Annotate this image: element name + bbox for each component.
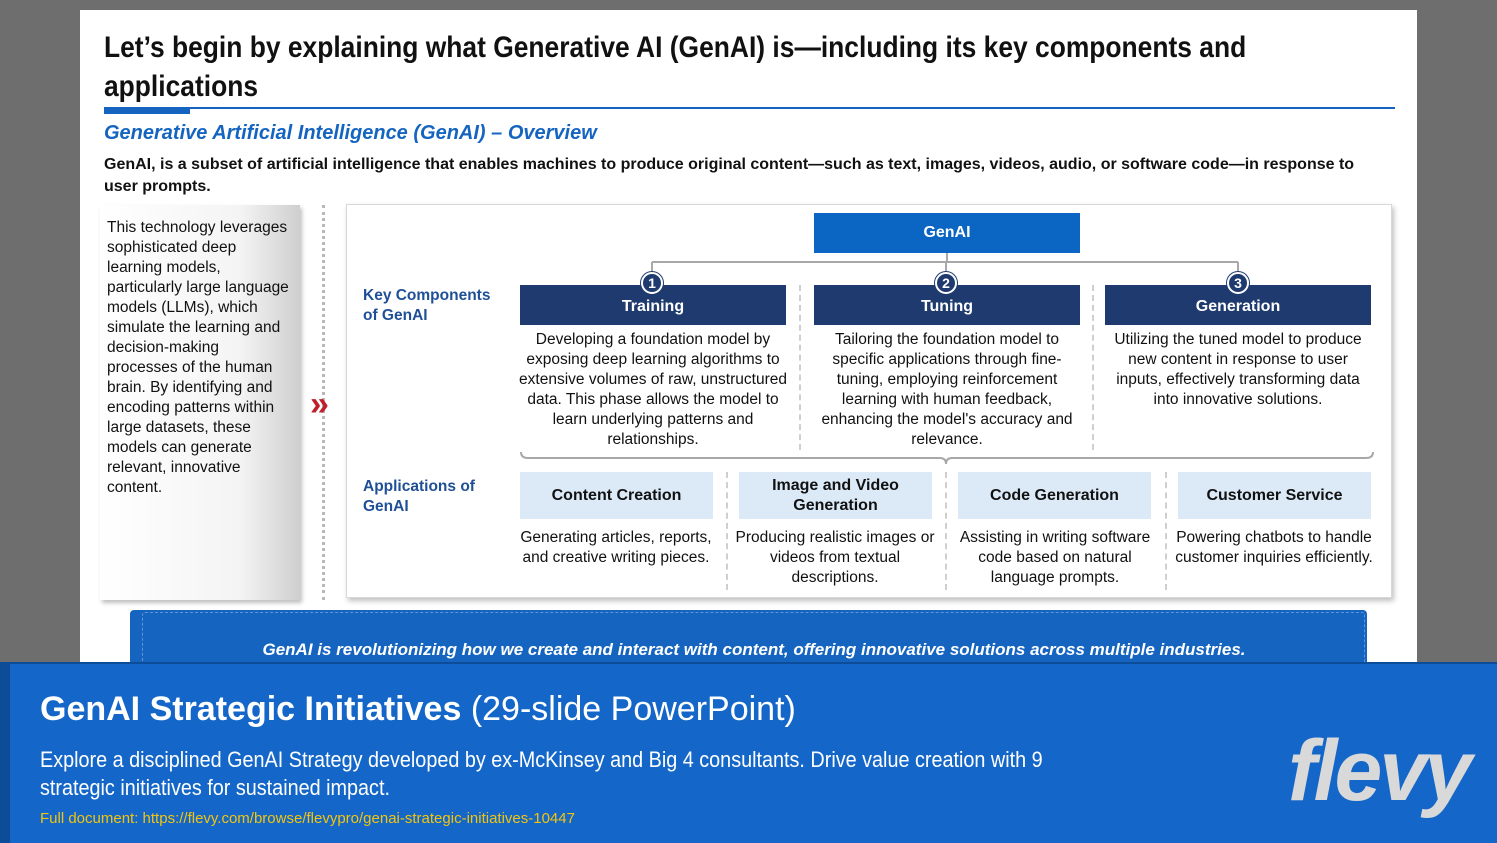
step-number: 2 [935, 272, 957, 294]
separator [799, 285, 801, 450]
banner-text: GenAI is revolutionizing how we create a… [262, 640, 1246, 659]
footer [0, 662, 1497, 843]
logo: flevy [1288, 723, 1472, 819]
title-rule-accent [104, 109, 190, 114]
slide-title: Let’s begin by explaining what Generativ… [104, 31, 1247, 103]
banner [130, 610, 1367, 670]
subtitle: Generative Artificial Intelligence (GenA… [104, 122, 597, 144]
separator [1092, 285, 1094, 450]
application-header: Content Creation [520, 472, 713, 519]
footer-title-suffix: (29-slide PowerPoint) [470, 690, 796, 728]
step-number: 1 [641, 272, 663, 294]
chevron-icon: » [310, 385, 329, 423]
footer-link[interactable]: Full document: https://flevy.com/browse/… [40, 810, 575, 827]
footer-description: Explore a disciplined GenAI Strategy dev… [40, 747, 1043, 800]
component-description: Utilizing the tuned model to produce new… [1114, 331, 1362, 408]
application-header: Customer Service [1178, 472, 1371, 519]
separator [945, 472, 947, 590]
application-description: Generating articles, reports, and creati… [520, 529, 712, 566]
separator [1165, 472, 1167, 590]
row-label: Key Components of GenAI [363, 287, 491, 324]
application-description: Powering chatbots to handle customer inq… [1175, 529, 1373, 566]
step-number: 3 [1227, 272, 1249, 294]
application-header: Code Generation [958, 472, 1151, 519]
sidebar-panel [100, 205, 300, 600]
row-label: Applications of GenAI [363, 478, 475, 515]
title-rule [104, 107, 1395, 109]
application-description: Producing realistic images or videos fro… [735, 529, 935, 586]
diagram-box [346, 204, 1392, 598]
separator [726, 472, 728, 590]
sidebar-text: This technology leverages sophisticated … [107, 219, 289, 496]
footer-title-main: GenAI Strategic Initiatives [40, 690, 462, 728]
component-description: Developing a foundation model by exposin… [519, 331, 787, 448]
application-header: Image and Video Generation [739, 472, 932, 519]
divider [322, 205, 325, 600]
intro: GenAI, is a subset of artificial intelli… [104, 156, 1355, 195]
root-node: GenAI [814, 213, 1080, 253]
component-description: Tailoring the foundation model to specif… [821, 331, 1073, 448]
application-description: Assisting in writing software code based… [959, 529, 1151, 586]
footer-title: GenAI Strategic Initiatives (29-slide Po… [40, 690, 796, 729]
